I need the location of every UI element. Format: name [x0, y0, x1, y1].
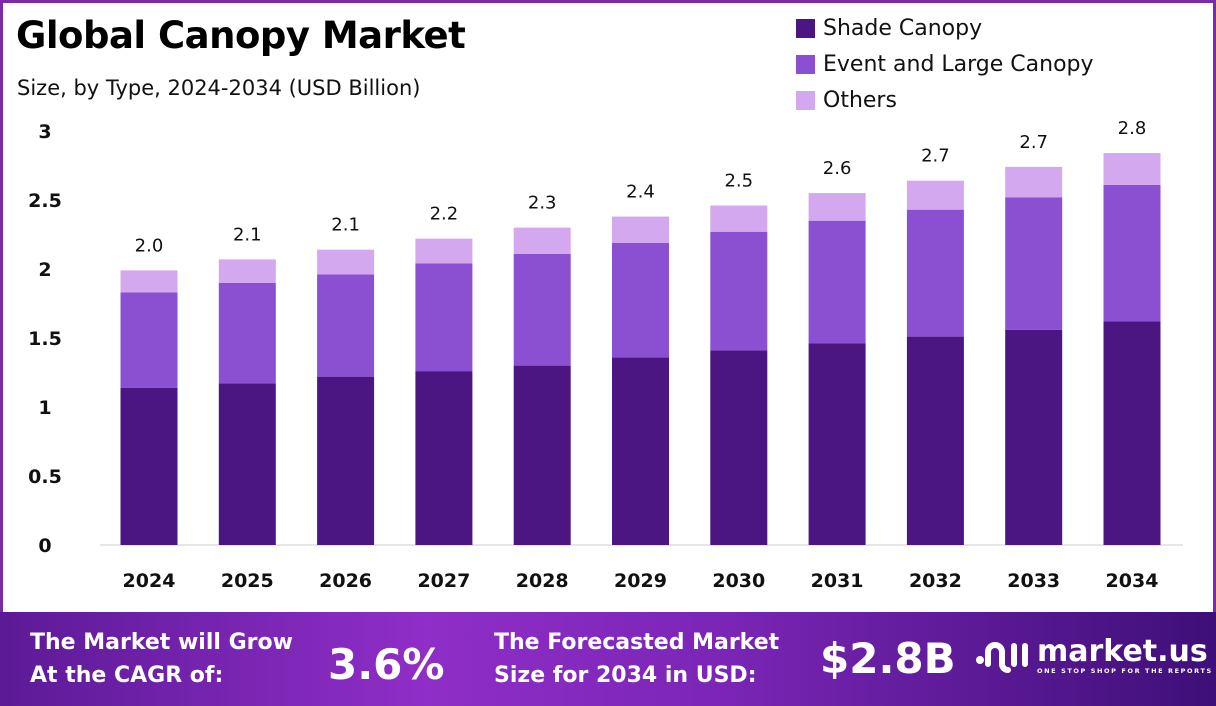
brand-name: market.us [1037, 634, 1208, 669]
x-tick-label: 2034 [1106, 570, 1159, 592]
chart-title: Global Canopy Market [16, 14, 466, 57]
total-data-label: 2.4 [626, 182, 655, 203]
forecast-label-line1: The Forecasted Market [494, 630, 780, 655]
legend-swatch [796, 54, 815, 74]
legend-swatch [796, 18, 815, 38]
total-data-label: 2.7 [921, 146, 950, 167]
legend-swatch [796, 90, 815, 110]
bar-segment-shade-canopy [1103, 321, 1161, 545]
total-data-label: 2.0 [135, 235, 164, 256]
bar-segment-others [218, 259, 276, 283]
x-tick-label: 2028 [516, 570, 569, 592]
bar-segment-event-and-large-canopy [906, 209, 964, 337]
bar-segment-others [906, 180, 964, 210]
legend-item-shade: Shade Canopy [796, 10, 1094, 46]
legend-item-others: Others [796, 82, 1094, 118]
bar-segment-others [120, 270, 178, 293]
total-data-label: 2.1 [331, 215, 360, 236]
bar-segment-others [317, 249, 375, 275]
x-tick-label: 2024 [123, 570, 176, 592]
bar-segment-event-and-large-canopy [415, 263, 473, 372]
bar-segment-shade-canopy [710, 350, 768, 545]
cagr-label-line2: At the CAGR of: [30, 663, 224, 688]
y-tick-label: 3 [38, 121, 51, 143]
legend-label: Shade Canopy [823, 15, 983, 41]
bar-segment-shade-canopy [808, 343, 866, 545]
chart-subtitle: Size, by Type, 2024-2034 (USD Billion) [17, 76, 421, 100]
bar-chart: 0 0.5 1 1.5 2 2.5 3 2.0 2024 2.1 2025 2.1 2026 2.2 202… [28, 118, 1183, 592]
y-tick-label: 1 [38, 397, 51, 419]
bar-segment-others [415, 238, 473, 264]
total-data-label: 2.6 [823, 158, 852, 179]
x-tick-label: 2025 [221, 570, 274, 592]
total-data-label: 2.1 [233, 224, 262, 245]
legend: Shade Canopy Event and Large Canopy Othe… [796, 10, 1094, 118]
bar-segment-shade-canopy [218, 383, 276, 545]
bar-segment-others [513, 227, 571, 254]
bar-segment-event-and-large-canopy [612, 242, 669, 358]
forecast-value: $2.8B [820, 634, 956, 683]
bar-segment-event-and-large-canopy [317, 274, 375, 377]
forecast-label: The Forecasted Market Size for 2034 in U… [494, 626, 779, 692]
x-tick-label: 2031 [811, 570, 864, 592]
bar-segment-others [808, 193, 866, 221]
bar-segment-others [612, 216, 669, 243]
bar-segment-event-and-large-canopy [120, 292, 178, 388]
bar-segment-shade-canopy [612, 357, 669, 545]
bar-segment-shade-canopy [415, 371, 473, 545]
market-us-logo-icon [976, 642, 1028, 673]
y-tick-label: 0.5 [28, 466, 62, 488]
bar-segment-others [1005, 166, 1063, 198]
legend-item-event: Event and Large Canopy [796, 46, 1094, 82]
x-tick-label: 2032 [909, 570, 962, 592]
bar-segment-shade-canopy [513, 365, 571, 545]
bar-segment-others [1103, 153, 1161, 185]
x-tick-label: 2029 [614, 570, 667, 592]
footer-banner: The Market will Grow At the CAGR of: 3.6… [0, 612, 1216, 706]
bar-segment-shade-canopy [906, 336, 964, 545]
y-tick-label: 2 [38, 259, 51, 281]
forecast-label-line2: Size for 2034 in USD: [494, 663, 757, 688]
y-tick-label: 0 [38, 535, 51, 557]
total-data-label: 2.2 [430, 204, 459, 225]
y-tick-label: 1.5 [28, 328, 62, 350]
brand-logo: market.us ONE STOP SHOP FOR THE REPORTS [975, 634, 1213, 678]
bar-segment-event-and-large-canopy [218, 282, 276, 384]
bar-segment-event-and-large-canopy [513, 253, 571, 366]
total-data-label: 2.5 [724, 171, 753, 192]
total-data-label: 2.8 [1118, 118, 1147, 139]
total-data-label: 2.7 [1019, 132, 1048, 153]
bar-segment-shade-canopy [1005, 329, 1063, 545]
legend-label: Event and Large Canopy [823, 51, 1094, 77]
cagr-label-line1: The Market will Grow [30, 630, 293, 655]
bar-segment-event-and-large-canopy [710, 231, 768, 351]
bar-segment-shade-canopy [120, 387, 178, 545]
brand-tagline: ONE STOP SHOP FOR THE REPORTS [1037, 667, 1213, 675]
legend-label: Others [823, 87, 897, 113]
x-tick-label: 2033 [1007, 570, 1060, 592]
bar-segment-others [710, 205, 768, 232]
x-tick-label: 2026 [319, 570, 372, 592]
bar-segment-shade-canopy [317, 376, 375, 545]
bar-segment-event-and-large-canopy [1005, 197, 1063, 330]
x-tick-label: 2030 [712, 570, 765, 592]
bar-segment-event-and-large-canopy [808, 220, 866, 344]
cagr-label: The Market will Grow At the CAGR of: [30, 626, 293, 692]
cagr-value: 3.6% [328, 640, 445, 689]
x-tick-label: 2027 [417, 570, 470, 592]
bar-segment-event-and-large-canopy [1103, 184, 1161, 322]
total-data-label: 2.3 [528, 193, 557, 214]
y-tick-label: 2.5 [28, 190, 62, 212]
